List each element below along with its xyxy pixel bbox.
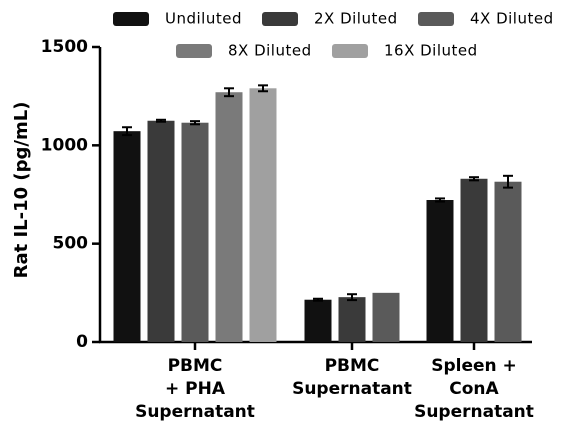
y-tick-label: 0 (76, 332, 88, 352)
bar (372, 292, 400, 342)
x-tick-label: Supernatant (135, 402, 255, 422)
x-tick-label: Supernatant (414, 402, 534, 422)
bar (147, 120, 175, 342)
y-axis-label: Rat IL-10 (pg/mL) (11, 102, 32, 279)
legend-label: 16X Diluted (384, 42, 478, 60)
error-bar (224, 87, 234, 98)
x-tick-label: + PHA (165, 379, 226, 399)
bar (249, 88, 277, 342)
legend-swatch (332, 44, 368, 58)
x-tick-label: Spleen + (431, 356, 517, 376)
legend-label: Undiluted (165, 10, 242, 28)
error-bar (122, 126, 132, 137)
error-bar (347, 293, 357, 302)
legend-swatch (176, 44, 212, 58)
bar (426, 200, 454, 342)
y-tick-label: 500 (53, 234, 89, 254)
x-tick-label: ConA (449, 379, 499, 399)
bar (304, 299, 332, 342)
x-tick-label: PBMC (168, 356, 223, 376)
error-bar (156, 118, 166, 123)
legend-label: 2X Diluted (314, 10, 398, 28)
legend-swatch (418, 12, 454, 26)
error-bar (469, 176, 479, 182)
bar (338, 297, 366, 342)
bar (215, 92, 243, 342)
x-tick-label: Supernatant (292, 379, 412, 399)
legend-swatch (113, 12, 149, 26)
bar (181, 122, 209, 342)
legend-label: 8X Diluted (228, 42, 312, 60)
y-tick-label: 1000 (41, 135, 88, 155)
error-bar (190, 120, 200, 126)
error-bar (313, 297, 323, 302)
bar (113, 131, 141, 342)
error-bar (258, 84, 268, 93)
legend-label: 4X Diluted (470, 10, 554, 28)
x-tick-label: PBMC (325, 356, 380, 376)
bar (460, 178, 488, 342)
bar (494, 181, 522, 342)
error-bar (435, 197, 445, 203)
legend-swatch (262, 12, 298, 26)
error-bar (503, 174, 513, 189)
y-tick-label: 1500 (41, 37, 88, 57)
